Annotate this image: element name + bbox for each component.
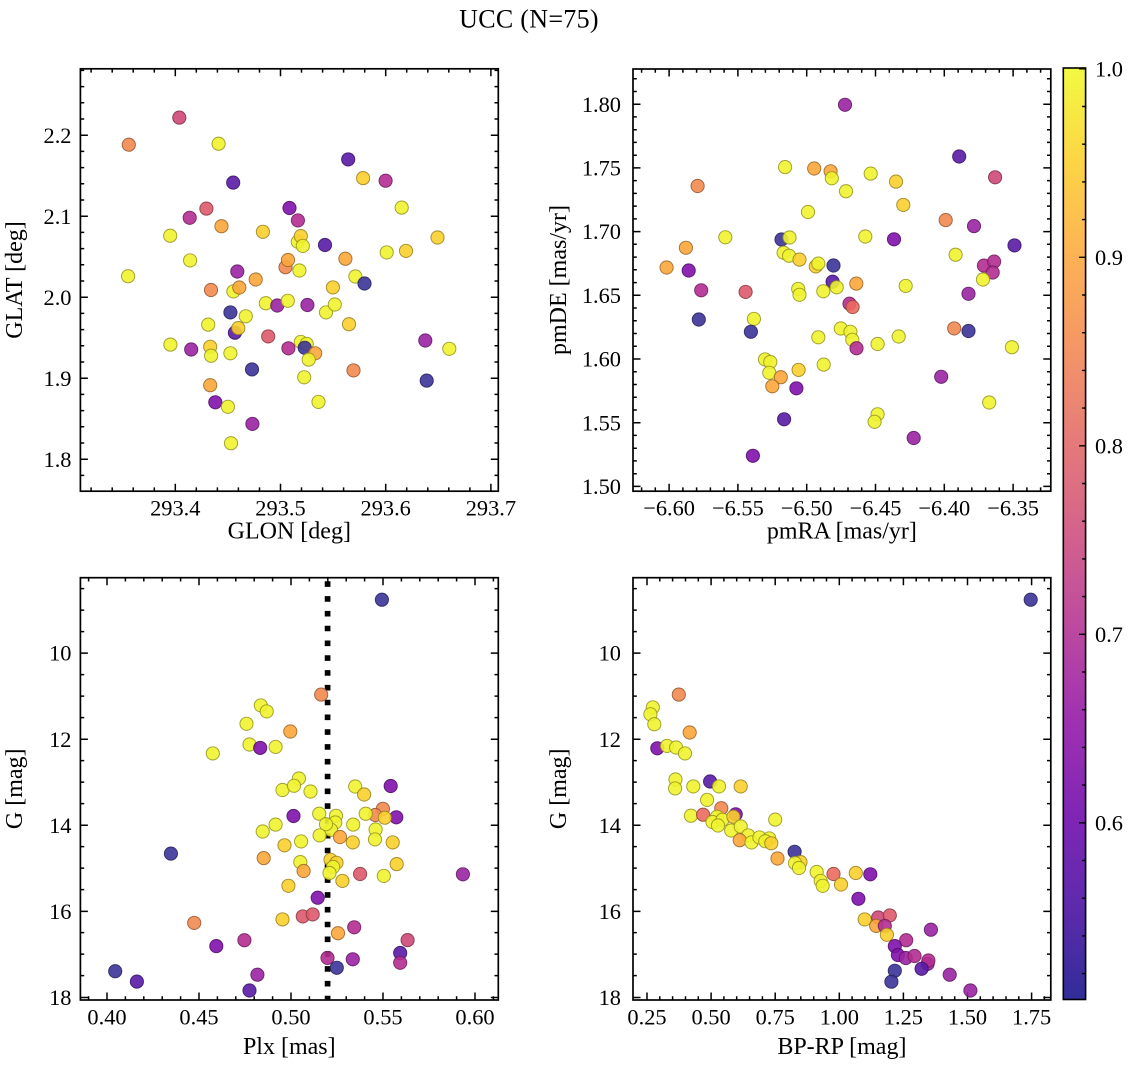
svg-text:12: 12 (49, 727, 71, 752)
svg-text:293.4: 293.4 (150, 496, 200, 521)
svg-text:1.9: 1.9 (44, 366, 72, 391)
svg-text:GLON [deg]: GLON [deg] (228, 519, 351, 545)
svg-text:14: 14 (49, 813, 71, 838)
svg-text:1.60: 1.60 (582, 347, 621, 372)
svg-text:10: 10 (599, 641, 621, 666)
svg-text:pmDE [mas/yr]: pmDE [mas/yr] (546, 205, 572, 355)
svg-text:0.6: 0.6 (1095, 810, 1123, 835)
svg-text:0.45: 0.45 (179, 1005, 218, 1030)
svg-text:18: 18 (599, 985, 621, 1010)
svg-text:1.80: 1.80 (582, 92, 621, 117)
svg-text:Plx [mas]: Plx [mas] (243, 1034, 336, 1060)
svg-text:1.75: 1.75 (1012, 1005, 1051, 1030)
svg-text:293.6: 293.6 (361, 496, 411, 521)
svg-text:pmRA [mas/yr]: pmRA [mas/yr] (767, 519, 917, 545)
svg-text:G [mag]: G [mag] (546, 748, 572, 829)
svg-text:2.0: 2.0 (44, 285, 72, 310)
svg-text:GLAT [deg]: GLAT [deg] (2, 221, 28, 339)
svg-text:18: 18 (49, 985, 71, 1010)
svg-text:14: 14 (599, 813, 621, 838)
svg-text:−6.45: −6.45 (850, 496, 902, 521)
svg-text:293.5: 293.5 (255, 496, 305, 521)
svg-text:−6.40: −6.40 (918, 496, 970, 521)
svg-text:293.7: 293.7 (466, 496, 516, 521)
svg-text:0.7: 0.7 (1095, 622, 1123, 647)
svg-text:2.1: 2.1 (44, 204, 72, 229)
svg-text:−6.50: −6.50 (781, 496, 833, 521)
svg-text:−6.60: −6.60 (643, 496, 695, 521)
svg-text:0.9: 0.9 (1095, 245, 1123, 270)
svg-text:1.00: 1.00 (820, 1005, 859, 1030)
svg-text:UCC (N=75): UCC (N=75) (459, 5, 599, 34)
svg-text:0.75: 0.75 (756, 1005, 795, 1030)
svg-text:0.50: 0.50 (692, 1005, 731, 1030)
svg-text:0.25: 0.25 (627, 1005, 666, 1030)
svg-text:1.50: 1.50 (582, 474, 621, 499)
svg-text:1.50: 1.50 (948, 1005, 987, 1030)
svg-text:−6.35: −6.35 (987, 496, 1039, 521)
svg-text:1.0: 1.0 (1095, 56, 1123, 81)
svg-text:16: 16 (49, 899, 71, 924)
svg-text:1.55: 1.55 (582, 410, 621, 435)
svg-text:−6.55: −6.55 (712, 496, 764, 521)
svg-text:1.70: 1.70 (582, 219, 621, 244)
svg-text:1.8: 1.8 (44, 447, 72, 472)
svg-text:0.60: 0.60 (455, 1005, 494, 1030)
svg-text:0.8: 0.8 (1095, 433, 1123, 458)
svg-text:BP-RP [mag]: BP-RP [mag] (777, 1034, 906, 1060)
svg-text:1.75: 1.75 (582, 156, 621, 181)
svg-text:1.65: 1.65 (582, 283, 621, 308)
svg-text:12: 12 (599, 727, 621, 752)
svg-text:2.2: 2.2 (44, 123, 72, 148)
svg-text:16: 16 (599, 899, 621, 924)
svg-text:0.40: 0.40 (87, 1005, 126, 1030)
svg-text:0.55: 0.55 (363, 1005, 402, 1030)
svg-text:1.25: 1.25 (884, 1005, 923, 1030)
svg-text:G [mag]: G [mag] (2, 748, 28, 829)
svg-text:0.50: 0.50 (271, 1005, 310, 1030)
svg-text:10: 10 (49, 641, 71, 666)
